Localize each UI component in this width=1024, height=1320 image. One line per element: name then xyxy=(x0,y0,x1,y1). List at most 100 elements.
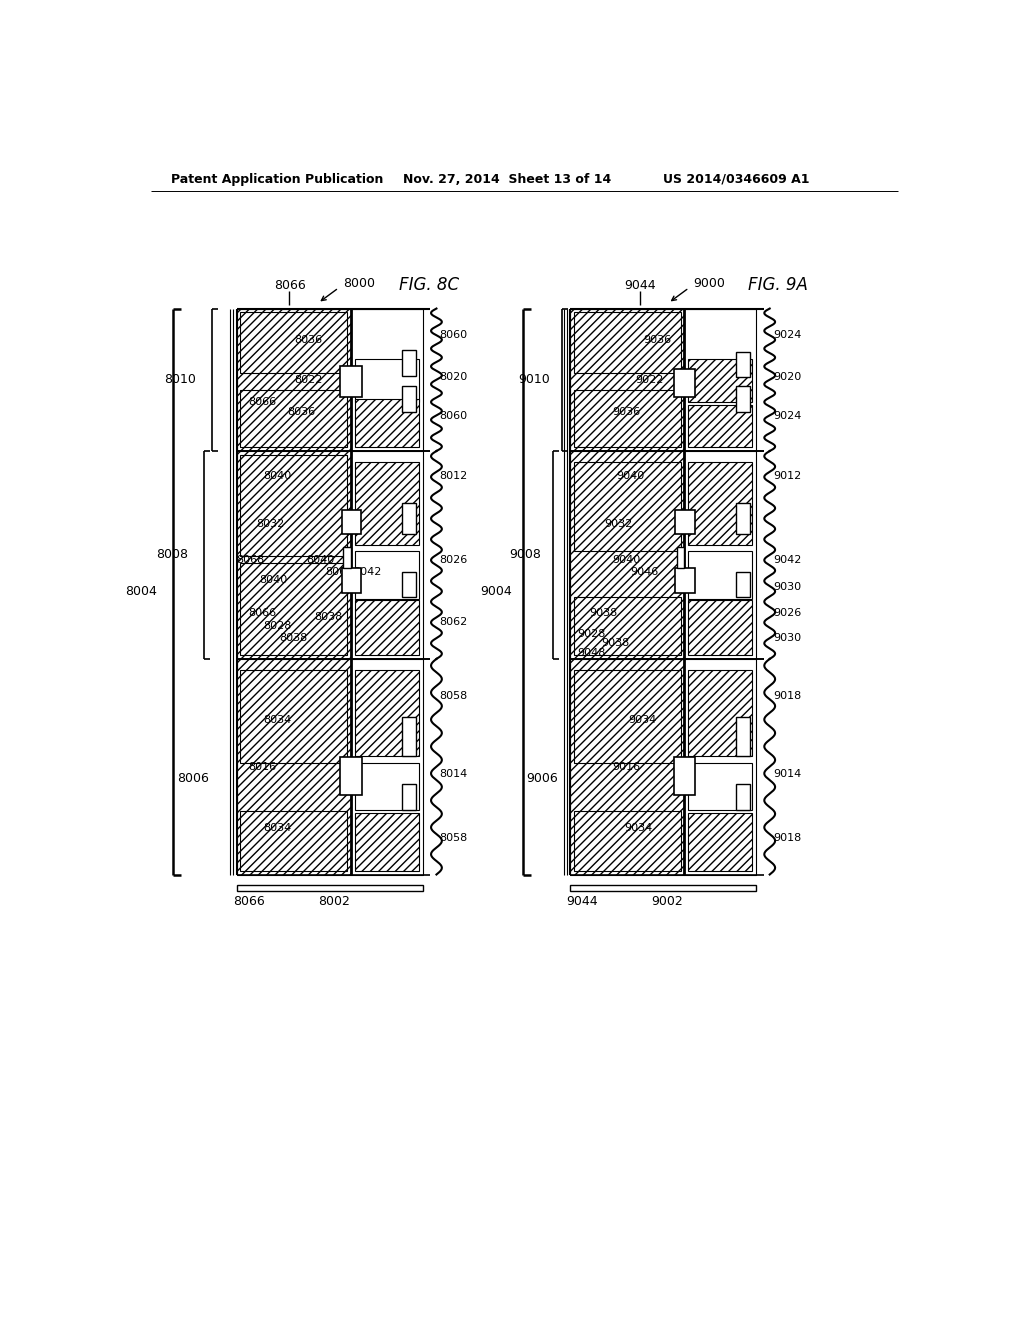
Text: 9032: 9032 xyxy=(604,519,633,529)
Bar xyxy=(569,886,756,891)
Bar xyxy=(573,462,681,552)
Text: 9028: 9028 xyxy=(578,630,606,639)
Text: Patent Application Publication: Patent Application Publication xyxy=(171,173,383,186)
Text: 9030: 9030 xyxy=(773,634,801,643)
Bar xyxy=(569,451,684,659)
Text: 8008: 8008 xyxy=(157,548,188,561)
Text: 8040: 8040 xyxy=(263,471,292,482)
Text: 9010: 9010 xyxy=(518,374,550,387)
Text: 8034: 8034 xyxy=(263,822,292,833)
Text: 9048: 9048 xyxy=(578,648,606,657)
Bar xyxy=(241,810,347,871)
Bar xyxy=(684,451,756,659)
Text: 9036: 9036 xyxy=(612,407,640,417)
Bar xyxy=(688,359,752,401)
Text: 8066: 8066 xyxy=(248,609,276,619)
Text: 8058: 8058 xyxy=(439,833,468,843)
Text: 8034: 8034 xyxy=(263,714,292,725)
Bar xyxy=(688,669,752,756)
Bar xyxy=(402,503,417,535)
Text: 8064: 8064 xyxy=(326,566,354,577)
Bar xyxy=(241,455,347,556)
Text: US 2014/0346609 A1: US 2014/0346609 A1 xyxy=(663,173,809,186)
Bar xyxy=(402,572,417,597)
Text: 8060: 8060 xyxy=(439,330,468,339)
Bar xyxy=(735,351,750,378)
Text: 9020: 9020 xyxy=(773,372,801,381)
Text: 8004: 8004 xyxy=(126,585,158,598)
Bar xyxy=(688,813,752,871)
Text: FIG. 9A: FIG. 9A xyxy=(748,276,808,294)
Bar xyxy=(688,462,752,545)
Bar xyxy=(573,671,681,763)
Bar xyxy=(402,350,417,376)
Bar xyxy=(342,568,361,593)
Bar xyxy=(340,756,362,795)
Bar xyxy=(355,599,419,655)
Text: 9018: 9018 xyxy=(773,690,801,701)
Bar xyxy=(340,367,362,397)
Text: 9036: 9036 xyxy=(643,335,672,345)
Bar xyxy=(684,659,756,875)
Text: 9004: 9004 xyxy=(480,585,512,598)
Text: 8020: 8020 xyxy=(439,372,468,381)
Text: 9008: 9008 xyxy=(509,548,541,561)
Bar xyxy=(675,510,694,535)
Bar xyxy=(402,784,417,810)
Bar xyxy=(355,763,419,810)
Bar xyxy=(735,784,750,810)
Bar xyxy=(237,309,351,451)
Text: 9000: 9000 xyxy=(693,277,726,289)
Bar xyxy=(342,510,361,535)
Bar xyxy=(241,564,347,655)
Bar xyxy=(351,309,423,451)
Bar xyxy=(343,548,351,568)
Bar xyxy=(355,669,419,756)
Bar xyxy=(573,313,681,374)
Text: 9040: 9040 xyxy=(612,554,641,565)
Text: 9030: 9030 xyxy=(773,582,801,591)
Text: 8014: 8014 xyxy=(439,768,468,779)
Text: 8028: 8028 xyxy=(263,620,292,631)
Text: 9042: 9042 xyxy=(773,554,801,565)
Bar xyxy=(688,599,752,655)
Text: 8016: 8016 xyxy=(248,762,276,772)
Text: 8038: 8038 xyxy=(314,612,342,622)
Bar xyxy=(355,359,419,401)
Text: 9034: 9034 xyxy=(624,822,652,833)
Text: 8006: 8006 xyxy=(177,772,209,785)
Bar xyxy=(688,763,752,810)
Bar xyxy=(355,552,419,599)
Bar xyxy=(355,462,419,545)
Text: 8012: 8012 xyxy=(439,471,468,482)
Bar xyxy=(351,659,423,875)
Text: 8062: 8062 xyxy=(439,616,468,627)
Text: 8058: 8058 xyxy=(439,690,468,701)
Text: 9018: 9018 xyxy=(773,833,801,843)
Text: 9002: 9002 xyxy=(651,895,683,908)
Text: 8002: 8002 xyxy=(317,895,350,908)
Bar xyxy=(573,391,681,447)
Text: 8040: 8040 xyxy=(260,576,288,585)
Text: 9006: 9006 xyxy=(526,772,558,785)
Bar xyxy=(675,568,694,593)
Bar xyxy=(241,391,347,447)
Bar xyxy=(735,387,750,412)
Bar xyxy=(677,548,684,568)
Bar xyxy=(402,718,417,756)
Text: 8060: 8060 xyxy=(439,411,468,421)
Text: 9040: 9040 xyxy=(616,471,644,482)
Text: 8038: 8038 xyxy=(280,634,307,643)
Text: 8000: 8000 xyxy=(343,277,376,289)
Text: 8068: 8068 xyxy=(237,554,265,565)
Text: 9014: 9014 xyxy=(773,768,801,779)
Text: 8040: 8040 xyxy=(306,554,335,565)
Text: 9026: 9026 xyxy=(773,609,801,619)
Text: 9044: 9044 xyxy=(566,895,597,908)
Text: 8010: 8010 xyxy=(164,374,197,387)
Bar xyxy=(351,451,423,659)
Bar xyxy=(237,451,351,659)
Text: 8032: 8032 xyxy=(256,519,284,529)
Text: 9038: 9038 xyxy=(601,638,629,648)
Text: 8042: 8042 xyxy=(352,566,381,577)
